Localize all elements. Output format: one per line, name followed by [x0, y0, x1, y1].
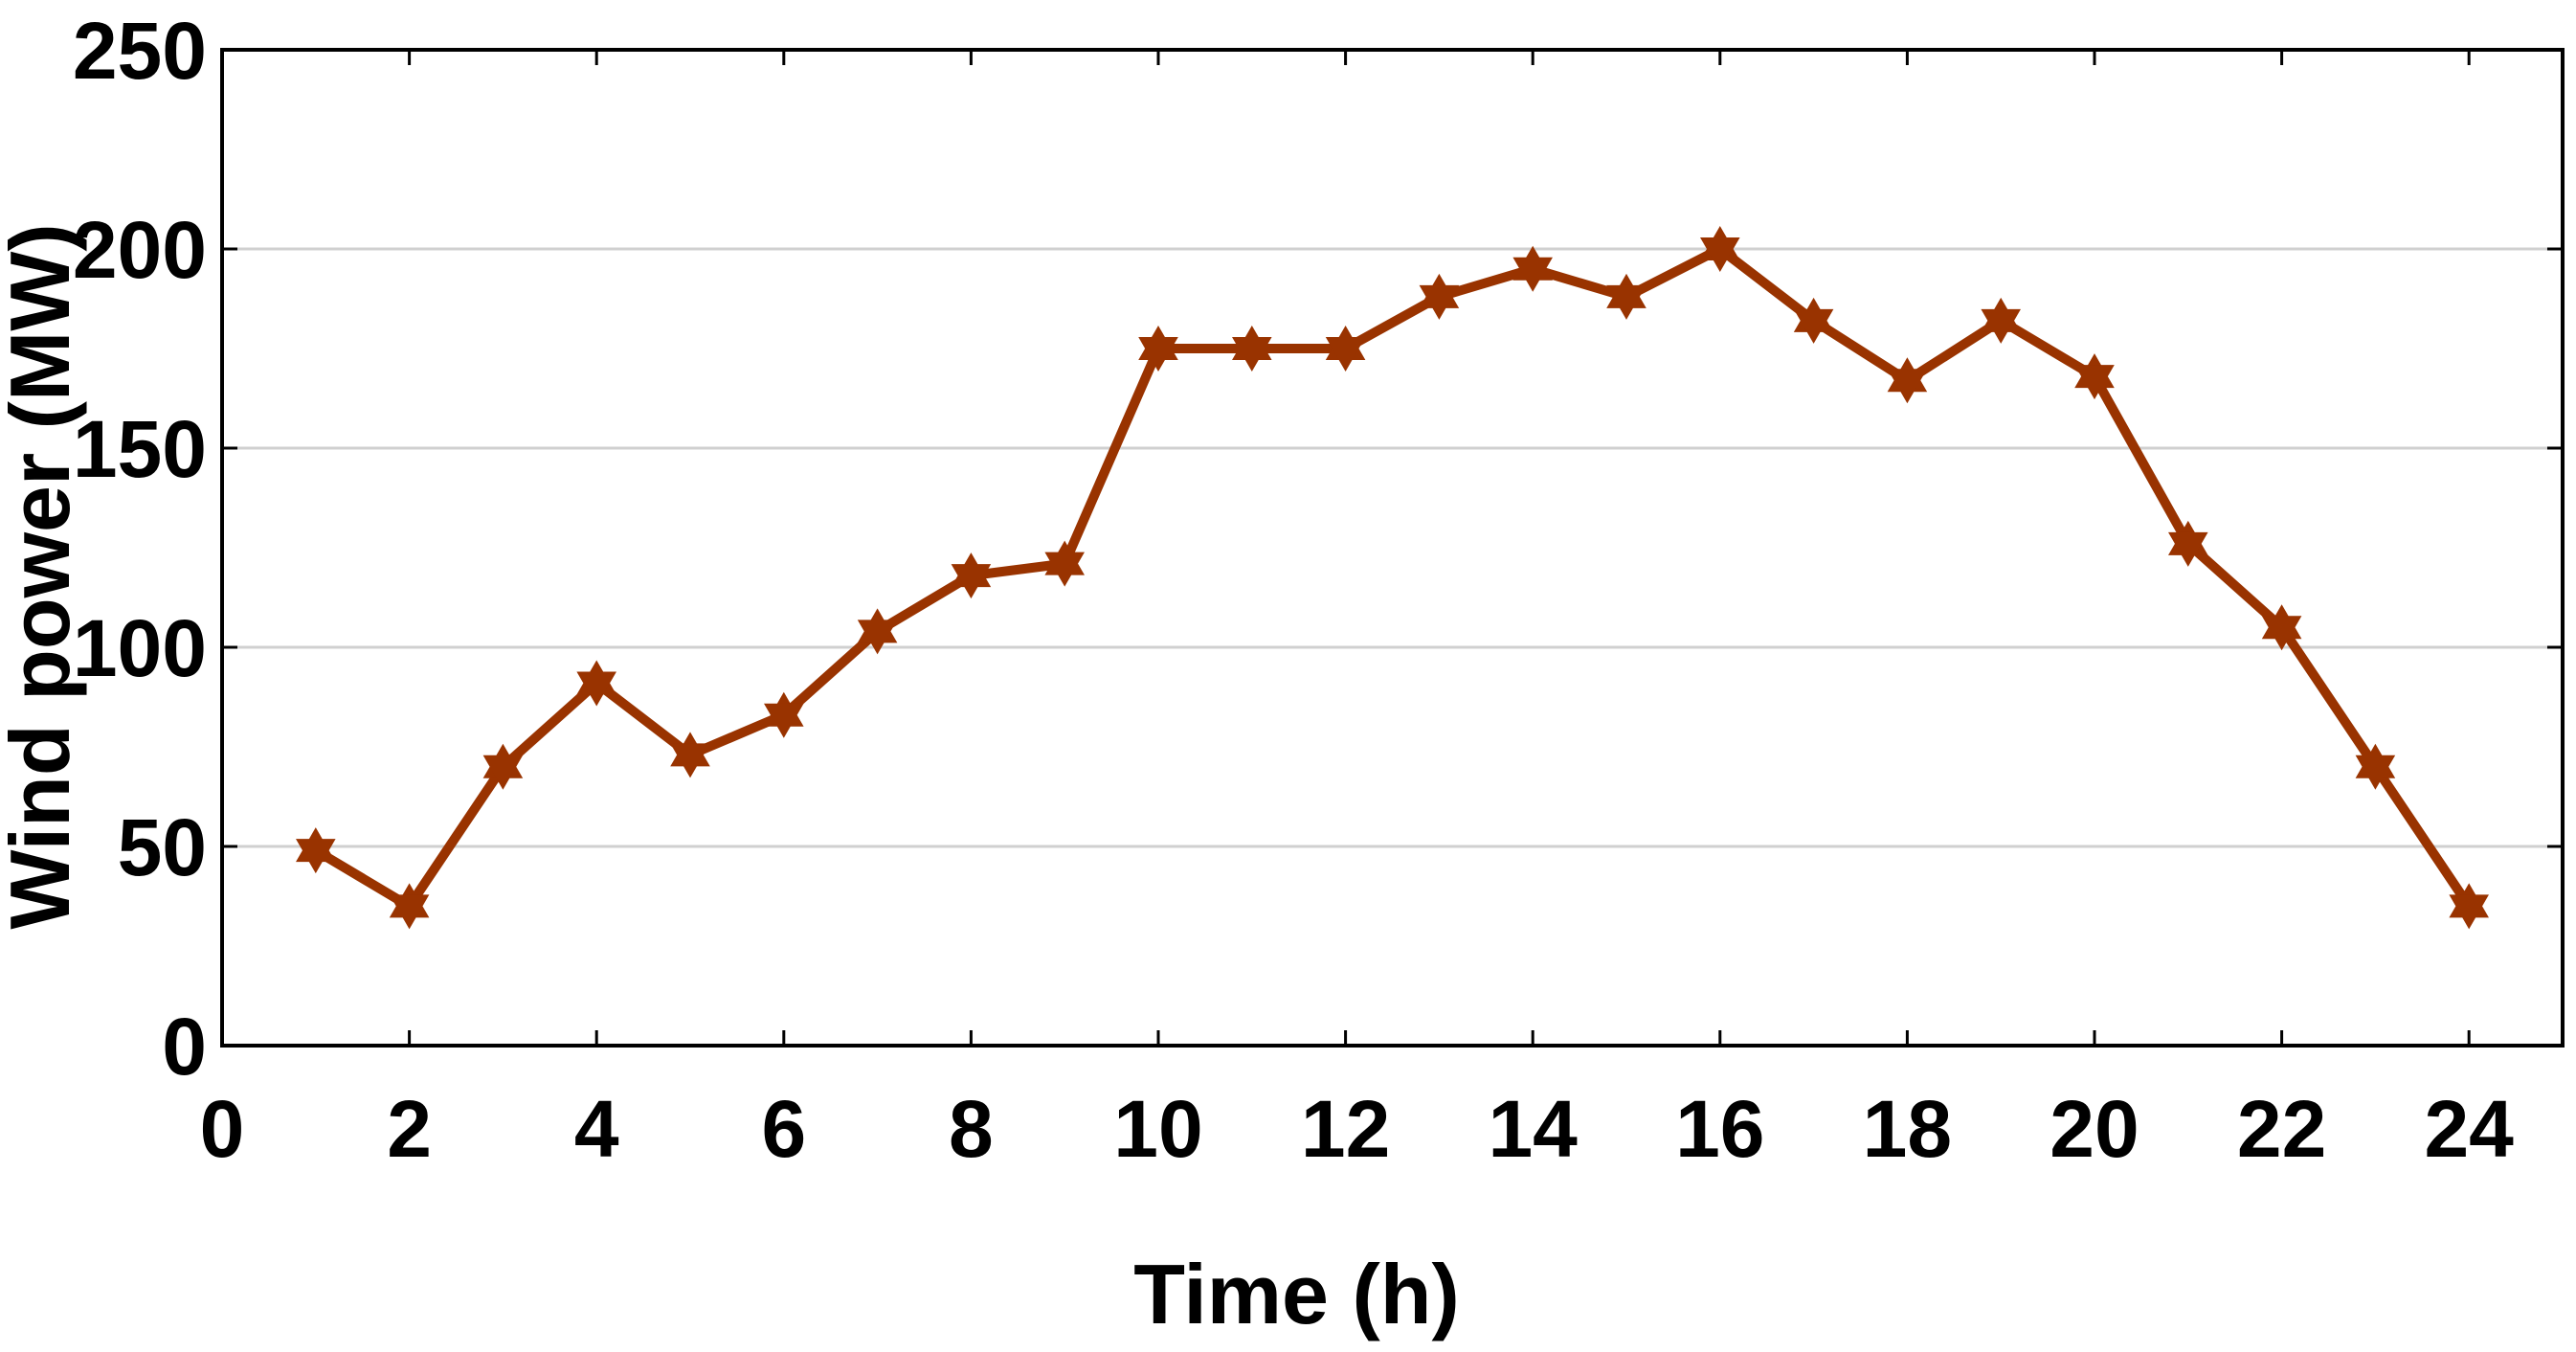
- series-line-group: [310, 244, 2475, 912]
- star-marker-down: [670, 743, 710, 778]
- star-marker-down: [296, 839, 336, 874]
- star-marker-down: [1044, 552, 1085, 587]
- star-marker-down: [389, 894, 430, 930]
- data-point-marker: [1512, 245, 1553, 292]
- data-point-marker: [1044, 540, 1085, 587]
- data-point-marker: [2449, 883, 2489, 930]
- star-marker-down: [1887, 369, 1928, 404]
- y-tick-label-200: 200: [73, 205, 207, 295]
- data-point-marker: [2261, 604, 2302, 651]
- x-tick-label-22: 22: [2237, 1084, 2326, 1174]
- y-tick-label-0: 0: [162, 1002, 207, 1092]
- plot-frame: [220, 48, 2565, 1048]
- x-tick-label-24: 24: [2424, 1084, 2514, 1174]
- data-point-marker: [857, 608, 898, 655]
- star-marker-down: [1700, 237, 1740, 272]
- star-marker-down: [2074, 365, 2115, 400]
- data-point-marker: [1419, 273, 1460, 320]
- x-tick-label-2: 2: [387, 1084, 432, 1174]
- y-tick-labels: 0 50 100 150 200 250: [73, 6, 207, 1092]
- star-marker-down: [2168, 531, 2208, 567]
- star-marker-down: [764, 703, 804, 738]
- data-point-marker: [1606, 273, 1646, 320]
- star-marker-down: [1981, 308, 2021, 344]
- y-tick-label-250: 250: [73, 6, 207, 96]
- x-tick-label-20: 20: [2050, 1084, 2139, 1174]
- gridlines: [222, 247, 2563, 848]
- y-tick-label-150: 150: [73, 404, 207, 494]
- star-marker-down: [1325, 337, 1366, 372]
- data-point-marker: [1700, 226, 1740, 272]
- data-point-marker: [1325, 326, 1366, 372]
- data-point-marker: [389, 883, 430, 930]
- data-point-marker: [296, 827, 336, 874]
- star-marker-down: [1606, 284, 1646, 320]
- data-point-marker: [2074, 353, 2115, 400]
- data-point-marker: [951, 552, 992, 599]
- y-tick-label-100: 100: [73, 603, 207, 693]
- x-tick-labels: 0 2 4 6 8 10 12 14 16 18 20 22 24: [200, 1084, 2515, 1174]
- data-point-marker: [670, 732, 710, 778]
- star-marker-down: [1419, 284, 1460, 320]
- star-marker-down: [576, 671, 616, 707]
- series-line: [310, 244, 2475, 912]
- x-axis-title: Time (h): [1133, 1247, 1460, 1341]
- data-point-marker: [764, 691, 804, 738]
- x-tick-label-14: 14: [1488, 1084, 1578, 1174]
- star-marker-down: [482, 755, 524, 790]
- x-tick-label-12: 12: [1301, 1084, 1390, 1174]
- y-tick-label-50: 50: [118, 802, 207, 892]
- data-point-marker: [482, 743, 524, 790]
- star-marker-down: [951, 564, 992, 599]
- data-point-marker: [1887, 357, 1928, 404]
- star-marker-down: [1512, 257, 1553, 292]
- data-point-marker: [1232, 326, 1272, 372]
- data-point-marker: [576, 660, 616, 707]
- x-tick-label-8: 8: [949, 1084, 994, 1174]
- data-point-marker: [1138, 326, 1178, 372]
- x-tick-label-16: 16: [1675, 1084, 1764, 1174]
- star-marker-down: [2355, 755, 2396, 790]
- x-tick-label-4: 4: [574, 1084, 619, 1174]
- x-tick-label-6: 6: [761, 1084, 806, 1174]
- data-point-marker: [2168, 520, 2208, 567]
- star-marker-down: [1138, 337, 1178, 372]
- star-marker-down: [2449, 894, 2489, 930]
- star-marker-down: [857, 620, 898, 655]
- star-marker-down: [1793, 308, 1834, 344]
- axis-ticks: [220, 48, 2563, 1048]
- data-point-marker: [1793, 297, 1834, 344]
- y-axis-title: Wind power (MW): [0, 223, 87, 929]
- data-point-marker: [1981, 297, 2021, 344]
- star-marker-down: [1232, 337, 1272, 372]
- x-tick-label-10: 10: [1113, 1084, 1202, 1174]
- data-point-marker: [2355, 743, 2396, 790]
- x-tick-label-18: 18: [1863, 1084, 1952, 1174]
- star-marker-down: [2261, 616, 2302, 651]
- series-markers: [296, 226, 2489, 930]
- x-tick-label-0: 0: [200, 1084, 245, 1174]
